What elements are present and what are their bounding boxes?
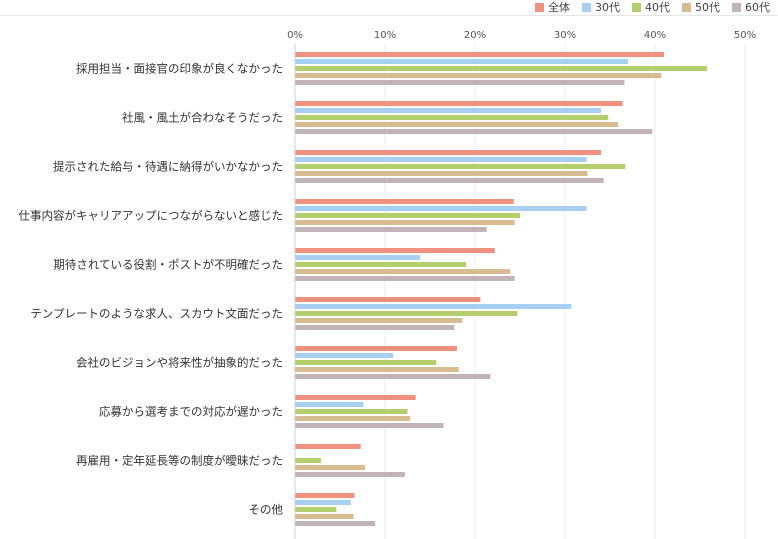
bar [295, 521, 376, 526]
bar [295, 346, 457, 351]
bar [295, 444, 361, 449]
bar [295, 423, 444, 428]
category-label: 再雇用・定年延長等の制度が曖昧だった [76, 454, 283, 468]
bar [295, 115, 609, 120]
bar [295, 395, 416, 400]
bar [295, 458, 322, 463]
bar [295, 199, 514, 204]
legend-label: 全体 [548, 1, 570, 14]
bar [295, 108, 601, 113]
category-label: 期待されている役割・ポストが不明確だった [53, 258, 283, 272]
bar [295, 416, 411, 421]
bar [295, 367, 459, 372]
legend-label: 60代 [745, 1, 770, 14]
bar [295, 255, 421, 260]
bar [295, 472, 405, 477]
bar [295, 73, 662, 78]
bar [295, 304, 572, 309]
legend-swatch [582, 2, 591, 12]
bar [295, 157, 587, 162]
legend-item-all: 全体 [535, 0, 570, 15]
bar [295, 514, 354, 519]
bar [295, 269, 511, 274]
category-label: 仕事内容がキャリアアップにつながらないと感じた [19, 209, 284, 223]
category-label: 社風・風土が合わなそうだった [122, 111, 283, 125]
x-tick-label: 50% [734, 30, 756, 41]
bar [295, 80, 625, 85]
bar [295, 500, 351, 505]
legend-item-40s: 40代 [632, 0, 670, 15]
bar [295, 360, 437, 365]
bar [295, 178, 604, 183]
bar [295, 213, 520, 218]
chart-legend: 全体 30代 40代 50代 60代 [535, 0, 770, 14]
bar [295, 262, 466, 267]
legend-swatch [535, 2, 544, 12]
category-label: 応募から選考までの対応が遅かった [99, 405, 283, 419]
bar [295, 409, 408, 414]
category-label: テンプレートのような求人、スカウト文面だった [30, 307, 283, 321]
bar [295, 507, 337, 512]
bar [295, 66, 708, 71]
category-label: 採用担当・面接官の印象が良くなかった [76, 62, 283, 76]
bar [295, 227, 487, 232]
bar [295, 122, 619, 127]
bar [295, 325, 455, 330]
bar [295, 493, 355, 498]
x-tick-label: 30% [554, 30, 576, 41]
category-label: 会社のビジョンや将来性が抽象的だった [76, 356, 283, 370]
bar [295, 101, 623, 106]
bar [295, 465, 366, 470]
bar [295, 353, 394, 358]
legend-item-30s: 30代 [582, 0, 620, 15]
bar [295, 374, 491, 379]
bar [295, 52, 664, 57]
legend-swatch [632, 2, 641, 12]
bar [295, 276, 515, 281]
legend-label: 50代 [695, 1, 720, 14]
x-tick-label: 10% [374, 30, 396, 41]
bar [295, 206, 587, 211]
bar [295, 311, 518, 316]
legend-label: 30代 [595, 1, 620, 14]
category-label: 提示された給与・待遇に納得がいかなかった [53, 160, 283, 174]
bar [295, 220, 515, 225]
legend-divider [0, 15, 778, 16]
bar [295, 59, 628, 64]
legend-label: 40代 [645, 1, 670, 14]
bar [295, 297, 481, 302]
x-tick-label: 0% [287, 30, 303, 41]
legend-item-60s: 60代 [732, 0, 770, 15]
legend-swatch [682, 2, 691, 12]
bar [295, 150, 601, 155]
bar [295, 164, 626, 169]
bar [295, 171, 588, 176]
legend-item-50s: 50代 [682, 0, 720, 15]
x-tick-label: 20% [464, 30, 486, 41]
bar [295, 402, 364, 407]
x-tick-label: 40% [644, 30, 666, 41]
legend-swatch [732, 2, 741, 12]
bar [295, 248, 495, 253]
category-label: その他 [249, 503, 284, 517]
bar [295, 318, 463, 323]
bar [295, 129, 653, 134]
